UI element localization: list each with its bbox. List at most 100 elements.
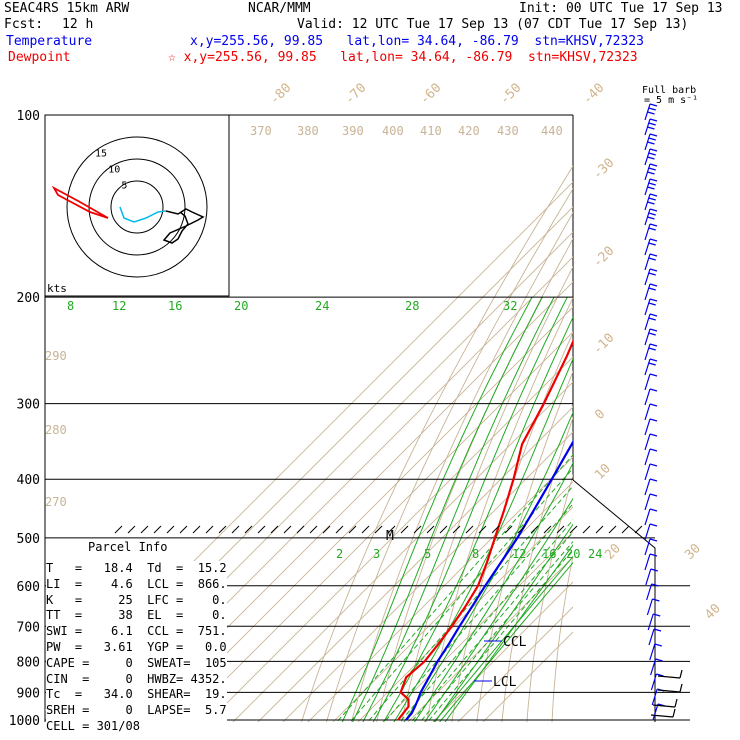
hatch-tick [426, 525, 435, 534]
hatch-tick [569, 525, 578, 534]
wind-barb [644, 313, 658, 331]
isotherm [157, 306, 573, 722]
wind-barb [649, 643, 662, 661]
hodograph-ring-label: 15 [95, 149, 107, 160]
hatch-tick [361, 525, 370, 534]
mixing-ratio-line [433, 555, 573, 722]
hatch-tick [621, 525, 630, 534]
pressure-label: 800 [17, 655, 40, 670]
isotherm-label: -10 [590, 331, 617, 358]
isotherm-label: -40 [580, 81, 607, 108]
mixing-ratio-label: 32 [503, 299, 517, 313]
wind-barb [644, 478, 658, 496]
dry-adiabat [351, 211, 573, 722]
parcel-row: Tc = 34.0 SHEAR= 19. [46, 687, 227, 702]
mixing-ratio-label: 28 [405, 299, 419, 313]
dry-adiabat [627, 115, 740, 733]
forecast-label: Fcst: [4, 17, 44, 32]
parcel-row: SREH = 0 LAPSE= 5.7 [46, 703, 227, 718]
wind-barb [644, 373, 658, 391]
pressure-label: 700 [17, 620, 40, 635]
parcel-row: CELL = 301/08 [46, 718, 140, 733]
pressure-label: 300 [17, 398, 40, 413]
hatch-tick [504, 525, 513, 534]
legend-temperature: Temperature [6, 34, 93, 49]
dry-adiabat [696, 115, 740, 733]
hatch-tick [309, 525, 318, 534]
wind-barb [651, 688, 665, 706]
mixing-ratio-line [438, 561, 573, 722]
moist-adiabat [393, 357, 573, 722]
legend-temperature-info: x,y=255.56, 99.85 lat,lon= 34.64, -86.79… [190, 34, 644, 49]
pressure-label: 100 [17, 109, 40, 124]
mixing-ratio-line [410, 531, 573, 722]
wind-barb [647, 613, 661, 631]
isotherm-label: 20 [602, 541, 624, 563]
hodograph-box [44, 114, 230, 297]
hatch-tick [283, 525, 292, 534]
org-name: NCAR/MMM [248, 1, 311, 16]
mixing-ratio-label: 24 [315, 299, 329, 313]
wind-barb [646, 583, 659, 601]
wind-barb [644, 133, 658, 151]
legend-dewpoint: Dewpoint [8, 50, 71, 65]
mixing-ratio-line [399, 519, 573, 722]
isotherm-label: 0 [592, 407, 608, 423]
wind-barb [650, 658, 663, 676]
dry-adiabat [719, 115, 740, 733]
hatch-tick [179, 525, 188, 534]
mixing-ratio-line [383, 503, 573, 722]
moist-adiabat [424, 497, 573, 722]
mixing-ratio-line [366, 485, 573, 722]
hatch-tick [218, 525, 227, 534]
hatch-tick [400, 525, 409, 534]
dry-adiabat [326, 187, 573, 722]
dry-adiabat-label: 400 [382, 124, 404, 138]
wind-barb [644, 418, 658, 436]
dry-adiabat-label: 270 [45, 495, 67, 509]
dry-adiabat [501, 416, 573, 722]
hatch-tick [231, 525, 240, 534]
pressure-label: 200 [17, 291, 40, 306]
wind-barb [644, 283, 658, 301]
mixing-ratio-label: 2 [336, 547, 343, 561]
wind-barb-low [650, 708, 676, 718]
wind-barb [644, 448, 658, 466]
wind-barb [644, 523, 658, 541]
mixing-ratio-label: 20 [566, 547, 580, 561]
wind-barb [644, 538, 658, 556]
hatch-tick [439, 525, 448, 534]
hatch-tick [296, 525, 305, 534]
isotherm-label: 40 [702, 601, 724, 623]
wind-barb [644, 433, 658, 451]
hatch-tick [517, 525, 526, 534]
parcel-row: PW = 3.61 YGP = 0.0 [46, 639, 227, 654]
isotherm [257, 406, 573, 722]
isotherm-label: 30 [682, 541, 704, 563]
dry-adiabat-label: 380 [297, 124, 319, 138]
dry-adiabat-label: 370 [250, 124, 272, 138]
wind-barb [644, 493, 658, 511]
wind-barb [644, 358, 658, 376]
parcel-row: T = 18.4 Td = 15.2 [46, 561, 227, 575]
mixing-ratio-label: 5 [424, 547, 431, 561]
pressure-label: 600 [17, 580, 40, 595]
dry-adiabat [651, 115, 740, 733]
hatch-tick [634, 525, 643, 534]
pressure-label: 400 [17, 473, 40, 488]
moist-adiabat [434, 523, 573, 722]
mixing-ratio-label: 3 [373, 547, 380, 561]
wind-barb [644, 208, 658, 226]
wind-barb [644, 268, 658, 286]
parcel-row: LI = 4.6 LCL = 866. [46, 576, 227, 591]
isotherm-label: 10 [592, 461, 614, 483]
hatch-tick [166, 525, 175, 534]
hodograph-trace-low [119, 206, 167, 223]
parcel-row: CIN = 0 HWBZ= 4352. [46, 671, 227, 686]
dry-adiabat-label: 430 [497, 124, 519, 138]
wind-barb [644, 178, 658, 196]
moist-adiabat [341, 296, 533, 722]
hatch-tick [205, 525, 214, 534]
hatch-tick [270, 525, 279, 534]
mixing-ratio-label: 12 [512, 547, 526, 561]
